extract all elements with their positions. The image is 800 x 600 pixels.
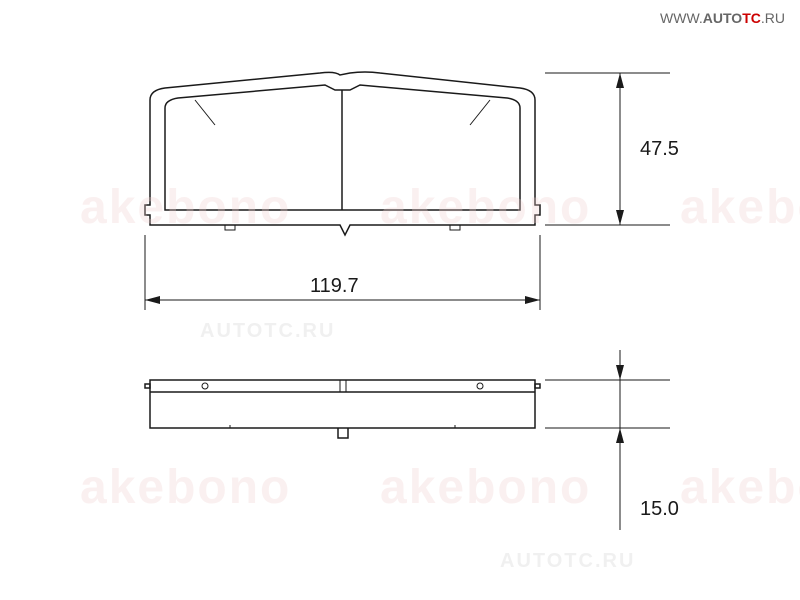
height-dimension: 47.5 xyxy=(545,73,679,225)
logo-highlight: TC xyxy=(742,10,761,26)
width-dimension: 119.7 xyxy=(145,235,540,310)
site-logo: WWW.AUTOTC.RU xyxy=(660,10,785,26)
height-value: 47.5 xyxy=(640,138,679,160)
logo-suffix: .RU xyxy=(761,10,785,26)
logo-main: AUTO xyxy=(703,10,742,26)
width-value: 119.7 xyxy=(310,275,359,297)
thickness-dimension: 15.0 xyxy=(545,350,679,530)
logo-prefix: WWW. xyxy=(660,10,703,26)
brake-pad-front-view xyxy=(145,72,540,235)
brake-pad-side-view xyxy=(145,380,540,438)
thickness-value: 15.0 xyxy=(640,498,679,520)
technical-drawing: 119.7 47.5 xyxy=(50,40,750,560)
